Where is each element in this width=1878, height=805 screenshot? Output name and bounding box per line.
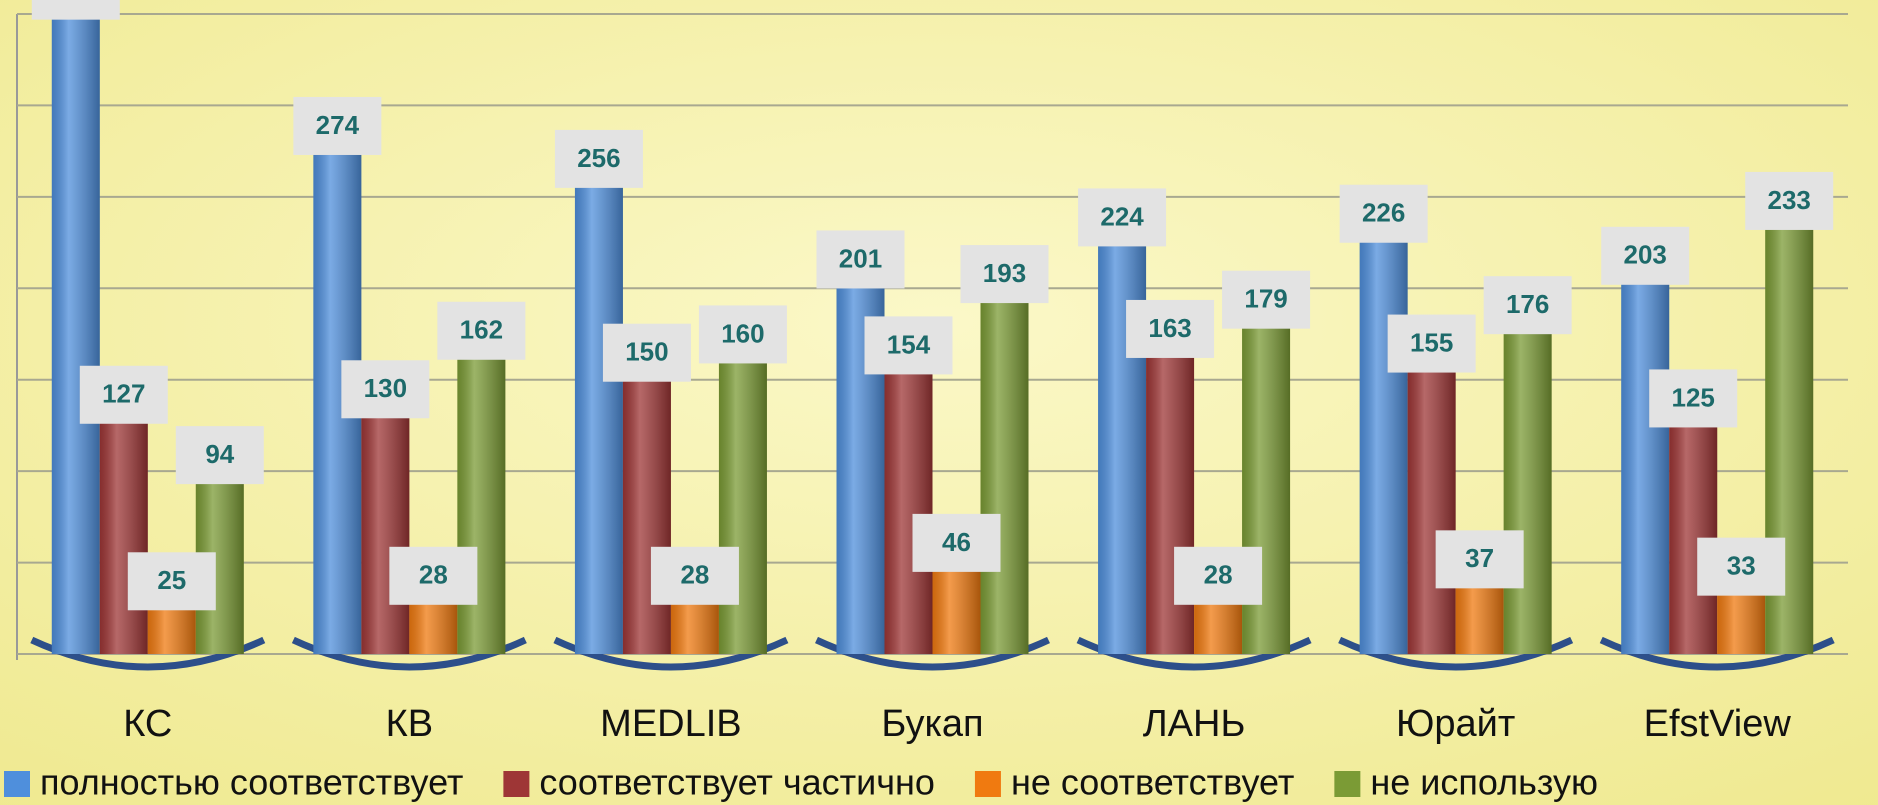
value-label-box [175,426,264,485]
bar-shade [884,372,933,654]
value-label-box [389,546,478,605]
value-label: 226 [1362,198,1405,228]
value-label: 127 [102,379,145,409]
bar-shade [718,361,767,654]
value-label-box [1649,369,1738,428]
value-label: 37 [1465,543,1494,573]
value-label-box [698,305,787,364]
bar-shade [670,602,719,654]
bar-shade [1194,602,1243,654]
bar-shade [980,301,1029,654]
bar-shade [1503,332,1552,654]
value-label-box [1174,546,1263,605]
legend-swatch [1334,771,1361,797]
legend-label: соответствует частично [539,762,935,803]
value-label: 125 [1672,382,1715,412]
value-label-box [864,316,953,375]
value-label: 150 [625,337,668,367]
bar-shade [457,357,506,654]
value-label: 28 [419,560,448,590]
value-label: 160 [721,318,764,348]
bar-shade [409,602,458,654]
value-label: 94 [205,439,234,469]
value-label-box [31,0,120,20]
value-label: 163 [1148,313,1191,343]
value-label-box [1387,314,1476,373]
value-label-box [1126,299,1215,358]
legend-swatch [4,771,30,797]
value-label: 154 [887,329,931,359]
x-tick-label: ЛАНЬ [1143,703,1246,745]
value-label-box [602,323,691,382]
value-label: 33 [1727,551,1756,581]
value-label: 25 [157,565,186,595]
value-label-box [554,129,643,188]
value-label-box [1435,530,1524,589]
value-label-box [1222,270,1311,329]
value-label: 155 [1410,327,1453,357]
bar-shade [147,608,196,654]
x-tick-label: Юрайт [1396,703,1515,745]
value-label-box [437,301,526,360]
bar-shade [1621,282,1670,654]
legend-swatch [974,771,1001,797]
bar-shade [51,17,100,654]
bar-shade [932,569,981,654]
value-label-box [1697,537,1786,596]
value-label-box [79,365,168,424]
bar-shade [574,185,623,654]
legend-label: не соответствует [1011,762,1294,803]
value-label: 193 [983,258,1026,288]
value-label-box [960,245,1049,304]
value-label: 179 [1244,284,1287,314]
value-label: 274 [316,110,360,140]
value-label-box [650,546,739,605]
value-label: 130 [364,373,407,403]
value-label: 203 [1624,240,1667,270]
value-label: 224 [1100,201,1144,231]
value-label: 176 [1506,289,1549,319]
value-label: 28 [680,560,709,590]
value-label-box [1483,276,1572,335]
bar-shade [1242,326,1291,654]
value-label: 256 [577,143,620,173]
x-tick-label: КС [123,703,172,745]
value-label-box [1078,188,1167,247]
value-label: 348 [54,0,97,5]
x-tick-label: КВ [386,703,433,745]
legend-label: полностью соответствует [40,762,463,803]
value-label: 233 [1768,185,1811,215]
legend-label: не использую [1370,762,1598,803]
x-tick-label: Букап [881,703,983,745]
bar-shade [1455,586,1504,654]
bar-shade [1407,370,1456,654]
x-tick-label: MEDLIB [600,703,741,745]
value-label-box [1601,226,1690,285]
bar-shade [1146,355,1195,654]
value-label-box [1745,171,1834,230]
value-label-box [127,552,216,611]
value-label-box [1339,184,1428,243]
value-label-box [341,360,430,419]
bar-shade [361,416,410,654]
value-label-box [816,230,905,289]
value-label: 201 [839,243,882,273]
value-label-box [293,96,382,155]
value-label: 28 [1204,560,1233,590]
value-label-box [912,513,1001,572]
value-label: 46 [942,527,971,557]
bar-shade [1359,240,1408,654]
legend-swatch [503,771,530,797]
bar-shade [1717,593,1766,654]
bar-shade [99,421,148,654]
x-tick-label: EfstView [1644,703,1792,745]
bar-shade [622,379,671,654]
value-label: 162 [460,315,503,345]
